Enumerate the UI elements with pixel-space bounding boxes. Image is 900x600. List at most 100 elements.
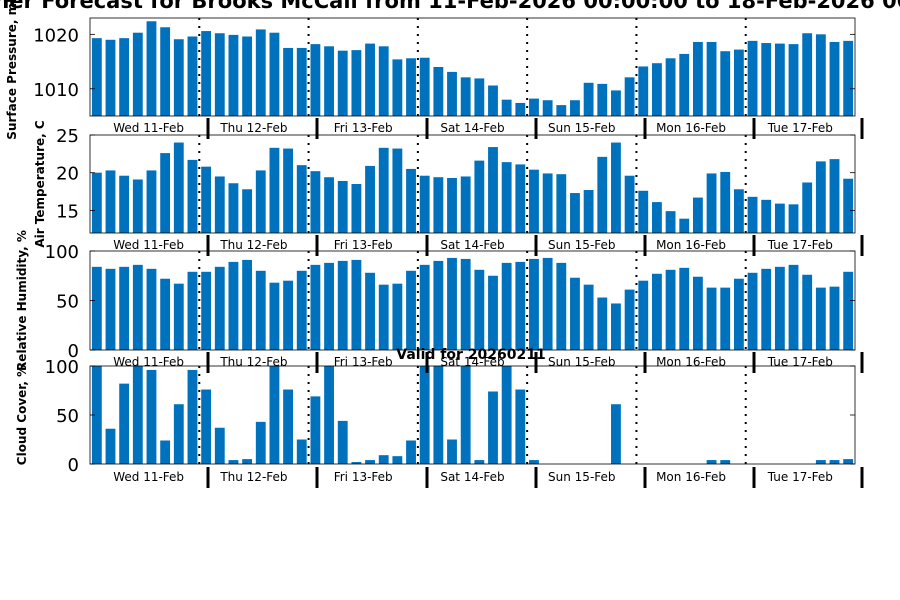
humidity-bar	[324, 262, 334, 350]
humidity-bar	[201, 271, 212, 350]
cloud-bar	[214, 427, 225, 464]
cloud-bar	[269, 366, 280, 464]
cloud-bar	[91, 366, 102, 464]
humidity-bar	[570, 277, 580, 350]
temperature-bar	[556, 174, 567, 233]
temperature-bar	[337, 180, 348, 233]
day-label: Sun 15-Feb	[548, 470, 616, 484]
temperature-bar	[365, 165, 375, 233]
cloud-ytick-label: 100	[45, 357, 79, 378]
pressure-bar	[187, 36, 198, 117]
pressure-bar	[802, 33, 813, 116]
day-label: Thu 12-Feb	[219, 238, 287, 252]
day-label: Tue 17-Feb	[767, 238, 833, 252]
valid-date-label: Valid for 20260211	[396, 347, 545, 363]
humidity-bar	[542, 257, 553, 350]
pressure-bar	[132, 32, 143, 117]
humidity-bar	[214, 266, 225, 350]
humidity-bar	[515, 261, 526, 350]
cloud-ytick-label: 50	[56, 406, 79, 427]
humidity-bar	[611, 303, 621, 350]
temperature-bar	[815, 161, 826, 233]
humidity-bar	[802, 274, 813, 350]
humidity-bar	[624, 289, 635, 350]
temperature-bar	[829, 159, 840, 233]
day-label: Thu 12-Feb	[219, 470, 287, 484]
temperature-bar	[474, 160, 485, 233]
cloud-bar	[392, 456, 403, 464]
pressure-bar	[146, 21, 157, 116]
pressure-bar	[679, 53, 690, 116]
pressure-bar	[556, 105, 567, 116]
humidity-bar	[652, 273, 662, 350]
day-label: Sun 15-Feb	[548, 355, 616, 369]
humidity-bar	[747, 272, 758, 350]
humidity-ytick-label: 100	[45, 242, 79, 263]
humidity-bar	[761, 268, 772, 350]
humidity-bar	[788, 264, 799, 350]
cloud-ylabel: Cloud Cover, %	[15, 365, 29, 465]
day-label: Mon 16-Feb	[656, 470, 726, 484]
cloud-bar	[419, 366, 430, 464]
temperature-bar	[665, 211, 676, 233]
day-label: Wed 11-Feb	[113, 355, 184, 369]
temperature-bar	[802, 182, 813, 233]
humidity-bar	[132, 264, 143, 350]
day-label: Thu 12-Feb	[219, 355, 287, 369]
pressure-bar	[747, 40, 758, 117]
cloud-bar	[378, 455, 389, 464]
temperature-bar	[91, 172, 102, 233]
pressure-bar	[310, 44, 321, 116]
pressure-bar	[570, 100, 580, 116]
cloud-bar	[160, 440, 171, 464]
pressure-bar	[474, 78, 485, 116]
temperature-bar	[214, 176, 225, 233]
pressure-bar	[337, 50, 348, 116]
humidity-bar	[146, 268, 157, 350]
temperature-ytick-label: 25	[56, 126, 79, 147]
temperature-bar	[173, 142, 184, 233]
temperature-bar	[652, 202, 662, 233]
cloud-bar	[201, 389, 212, 464]
temperature-bar	[283, 148, 293, 233]
chart-title: Weather Forecast for Brooks McCall from …	[0, 0, 900, 13]
humidity-bar	[91, 266, 102, 350]
humidity-ylabel: Relative Humidity, %	[15, 230, 29, 371]
temperature-bar	[433, 177, 444, 233]
humidity-bar	[474, 269, 485, 350]
temperature-ytick-label: 20	[56, 164, 79, 185]
temperature-bar	[160, 153, 171, 233]
day-label: Tue 17-Feb	[767, 121, 833, 135]
temperature-bar	[679, 218, 690, 233]
humidity-bar	[665, 269, 676, 350]
temperature-bar	[720, 171, 731, 233]
day-label: Tue 17-Feb	[767, 355, 833, 369]
humidity-ytick-label: 50	[56, 292, 79, 313]
humidity-bar	[351, 259, 362, 350]
temperature-bar	[201, 166, 212, 233]
day-label: Sat 14-Feb	[440, 470, 504, 484]
pressure-ytick-label: 1020	[33, 25, 79, 46]
cloud-bar	[187, 369, 198, 464]
temperature-bar	[269, 147, 280, 233]
humidity-bar	[679, 267, 690, 350]
temperature-bar	[583, 190, 594, 233]
cloud-bar	[296, 439, 307, 464]
cloud-bar	[706, 460, 717, 464]
temperature-bar	[706, 173, 717, 233]
cloud-bar	[460, 366, 471, 464]
pressure-bar	[488, 85, 498, 116]
humidity-bar	[160, 278, 171, 350]
cloud-bar	[720, 460, 731, 464]
humidity-bar	[187, 271, 198, 350]
pressure-bar	[242, 36, 253, 117]
pressure-bar	[460, 77, 471, 116]
humidity-bar	[228, 261, 239, 350]
day-label: Sat 14-Feb	[440, 238, 504, 252]
cloud-bar	[829, 460, 840, 464]
humidity-bar	[529, 258, 539, 350]
pressure-bar	[419, 57, 430, 116]
temperature-bar	[624, 175, 635, 233]
humidity-bar	[597, 297, 608, 350]
cloud-bar	[515, 389, 526, 464]
